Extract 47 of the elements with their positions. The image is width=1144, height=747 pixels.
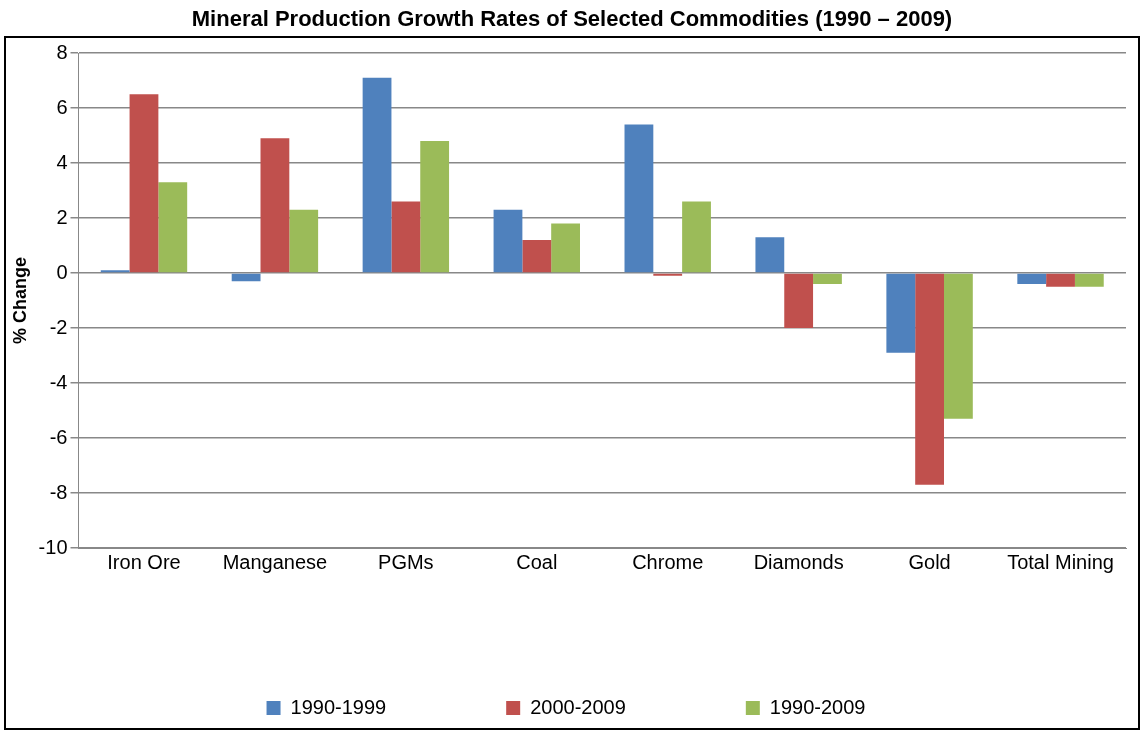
y-tick-label: -2 (49, 315, 68, 338)
y-tick-label: 0 (56, 260, 68, 283)
bar (391, 201, 421, 273)
bar (362, 77, 392, 273)
bar (100, 270, 130, 273)
bar (551, 223, 580, 273)
bar (682, 201, 711, 273)
bar (260, 138, 290, 273)
x-tick-label: PGMs (378, 550, 434, 573)
bar (231, 273, 261, 282)
y-tick-label: 2 (56, 205, 68, 228)
y-tick-label: 8 (56, 40, 68, 63)
bar (813, 273, 842, 284)
bar (158, 182, 188, 273)
bar (493, 209, 523, 273)
x-tick-label: Coal (516, 550, 558, 573)
y-tick-label: -4 (49, 370, 68, 393)
x-tick-label: Manganese (222, 550, 328, 573)
legend-label: 1990-1999 (290, 695, 387, 718)
bar (1046, 273, 1075, 287)
y-tick-label: 6 (56, 95, 68, 118)
bar (1074, 273, 1104, 287)
bar (915, 273, 944, 485)
x-tick-label: Iron Ore (107, 550, 181, 573)
bar (1017, 273, 1047, 284)
legend-label: 2000-2009 (530, 695, 626, 718)
x-tick-label: Diamonds (753, 550, 844, 573)
x-tick-label: Total Mining (1007, 550, 1114, 573)
bar (624, 124, 654, 273)
bar (653, 273, 683, 276)
y-tick-label: -10 (38, 535, 68, 558)
y-tick-label: 4 (56, 150, 68, 173)
bar (755, 237, 785, 273)
x-tick-label: Gold (908, 550, 951, 573)
bar (522, 240, 552, 273)
y-tick-label: -8 (49, 480, 68, 503)
bar (420, 141, 450, 273)
legend-label: 1990-2009 (769, 695, 866, 718)
y-tick-label: -6 (49, 425, 68, 448)
y-axis-title: % Change (9, 256, 30, 345)
x-tick-label: Chrome (632, 550, 704, 573)
bar (886, 273, 916, 353)
bar (129, 94, 159, 273)
bar (289, 209, 319, 273)
bar (784, 273, 814, 328)
chart-title: Mineral Production Growth Rates of Selected Commodities (1990 – 2009) (190, 6, 954, 32)
bar (944, 273, 973, 419)
